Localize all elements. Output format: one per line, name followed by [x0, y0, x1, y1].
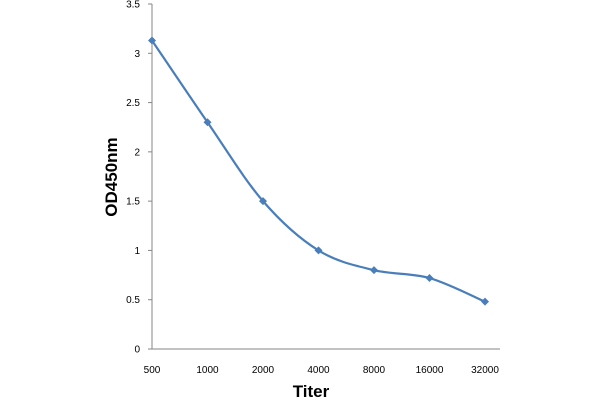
x-tick-label: 4000 [307, 365, 330, 376]
x-tick-label: 500 [144, 365, 161, 376]
series-line [151, 39, 486, 303]
y-tick-label: 1.5 [126, 197, 140, 208]
data-point-marker [203, 118, 212, 127]
data-point-marker [481, 297, 489, 306]
y-tick-label: 2 [134, 147, 140, 158]
data-point-marker [370, 266, 378, 275]
x-axis-ticks: 500 1000 2000 4000 8000 16000 32000 [144, 365, 500, 376]
x-tick-label: 1000 [196, 365, 219, 376]
y-axis-title: OD450nm [102, 137, 121, 216]
y-tick-label: 3.5 [126, 0, 140, 11]
series-layer [148, 36, 489, 306]
x-tick-label: 2000 [252, 365, 275, 376]
y-tick-label: 3 [134, 49, 140, 60]
y-tick-label: 0 [134, 345, 140, 356]
x-tick-label: 8000 [363, 365, 386, 376]
data-point-marker [425, 274, 434, 283]
x-tick-label: 16000 [416, 365, 444, 376]
y-tick-label: 2.5 [126, 98, 140, 109]
y-tick-label: 1 [134, 246, 140, 257]
y-axis-ticks: 0 0.5 1 1.5 2 2.5 3 3.5 [126, 0, 152, 356]
data-point-marker [259, 197, 267, 206]
x-axis-title: Titer [293, 382, 330, 400]
y-tick-label: 0.5 [126, 295, 140, 306]
x-tick-label: 32000 [471, 365, 499, 376]
data-point-marker [148, 36, 156, 45]
data-point-marker [314, 246, 323, 255]
